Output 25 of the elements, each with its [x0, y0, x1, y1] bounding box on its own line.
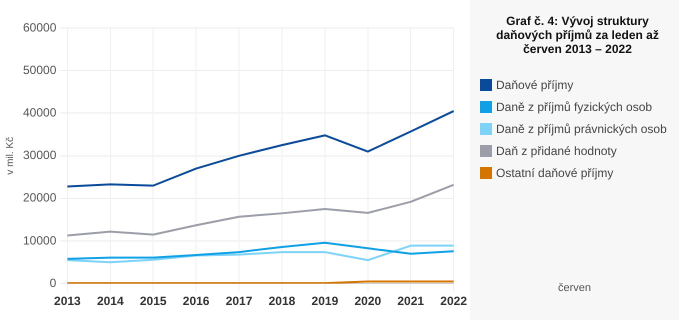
y-tick-label: 10000 — [22, 233, 57, 248]
x-tick-label: 2020 — [354, 294, 382, 308]
text: Graf č. 4: Vývoj struktury daňových příjmů za leden až červen 2013 – 2022 — [495, 14, 660, 56]
x-tick-label: 2014 — [96, 294, 124, 308]
x-tick-label: 2016 — [182, 294, 210, 308]
x-tick-label: 2018 — [268, 294, 296, 308]
legend-label: Daně z příjmů právnických osob — [496, 122, 667, 136]
y-axis-title: v mil. Kč — [4, 136, 16, 175]
y-tick-label: 40000 — [22, 106, 57, 120]
y-tick-label: 0 — [50, 276, 57, 290]
x-tick-label: 2022 — [440, 294, 468, 308]
y-tick-label: 50000 — [22, 62, 57, 77]
x-tick-label: 2017 — [226, 294, 253, 308]
legend-label: Daně z příjmů fyzických osob — [496, 100, 652, 114]
legend-label: Daň z přidané hodnoty — [496, 144, 617, 158]
x-tick-label: 2019 — [312, 294, 339, 308]
x-tick-label: 2015 — [140, 294, 167, 308]
text: červen — [556, 282, 592, 294]
y-tick-label: 60000 — [22, 20, 57, 34]
legend-label: Ostatní daňové příjmy — [496, 166, 614, 180]
legend-label: Daňové příjmy — [496, 78, 574, 92]
y-tick-label: 20000 — [22, 190, 57, 205]
x-tick-label: 2021 — [397, 294, 424, 308]
y-tick-label: 30000 — [22, 148, 57, 162]
x-tick-label: 2013 — [54, 294, 82, 308]
